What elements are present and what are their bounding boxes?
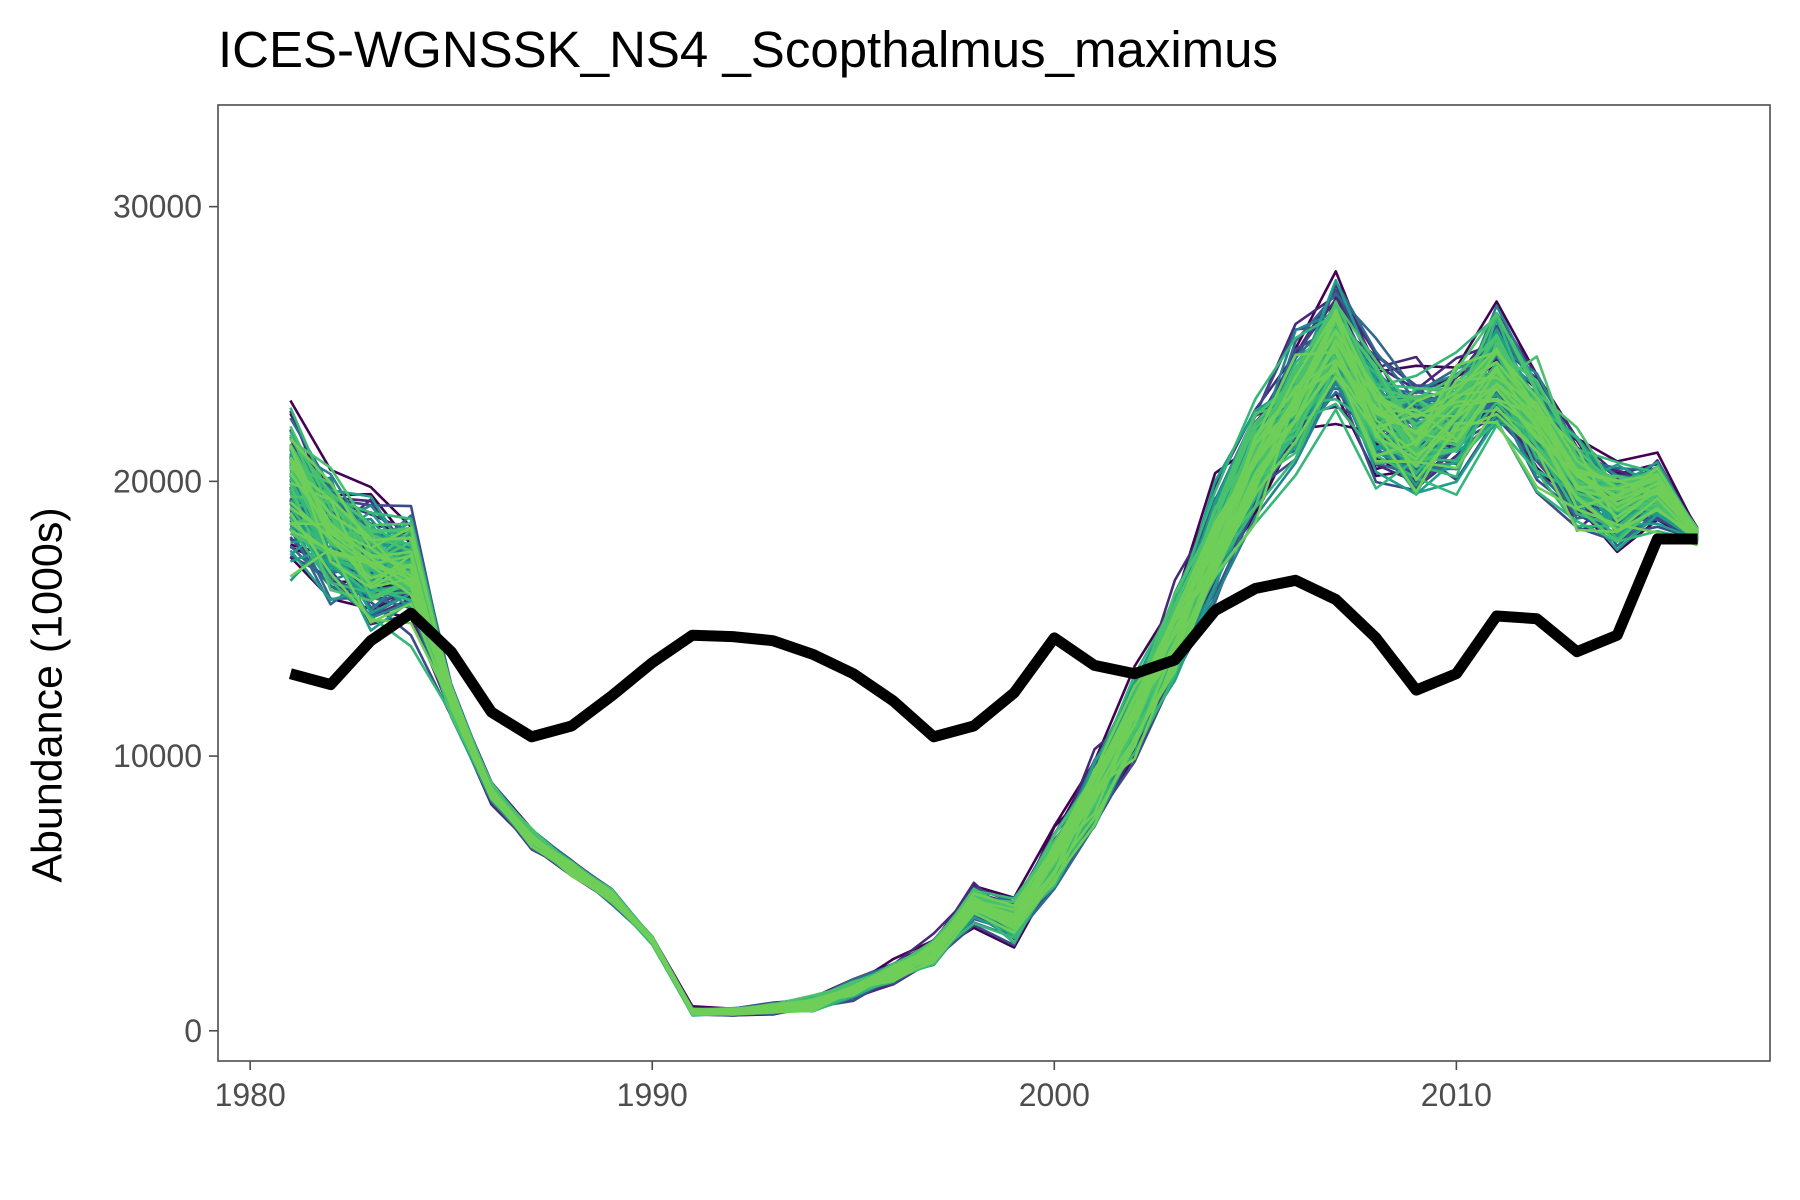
plot-panel-border (217, 104, 1771, 1062)
y-tick-label: 20000 (113, 463, 202, 499)
x-axis: 1980 1990 2000 2010 (215, 1061, 1492, 1113)
simulation-lines (289, 270, 1699, 1017)
y-axis: 0 10000 20000 30000 (113, 189, 218, 1049)
observed-line (288, 533, 1698, 743)
chart-title: ICES-WGNSSK_NS4 _Scopthalmus_maximus (218, 21, 1279, 78)
y-tick-label: 30000 (113, 189, 202, 225)
observed-series (288, 533, 1698, 743)
x-tick-label: 2000 (1019, 1077, 1090, 1113)
simulation-line (289, 369, 1699, 1015)
x-tick-label: 2010 (1421, 1077, 1492, 1113)
y-tick-label: 10000 (113, 738, 202, 774)
x-tick-label: 1990 (617, 1077, 688, 1113)
y-tick-label: 0 (184, 1013, 202, 1049)
simulation-line (289, 358, 1699, 1013)
simulation-line (289, 375, 1698, 1016)
x-tick-label: 1980 (215, 1077, 286, 1113)
simulation-line (290, 365, 1699, 1015)
